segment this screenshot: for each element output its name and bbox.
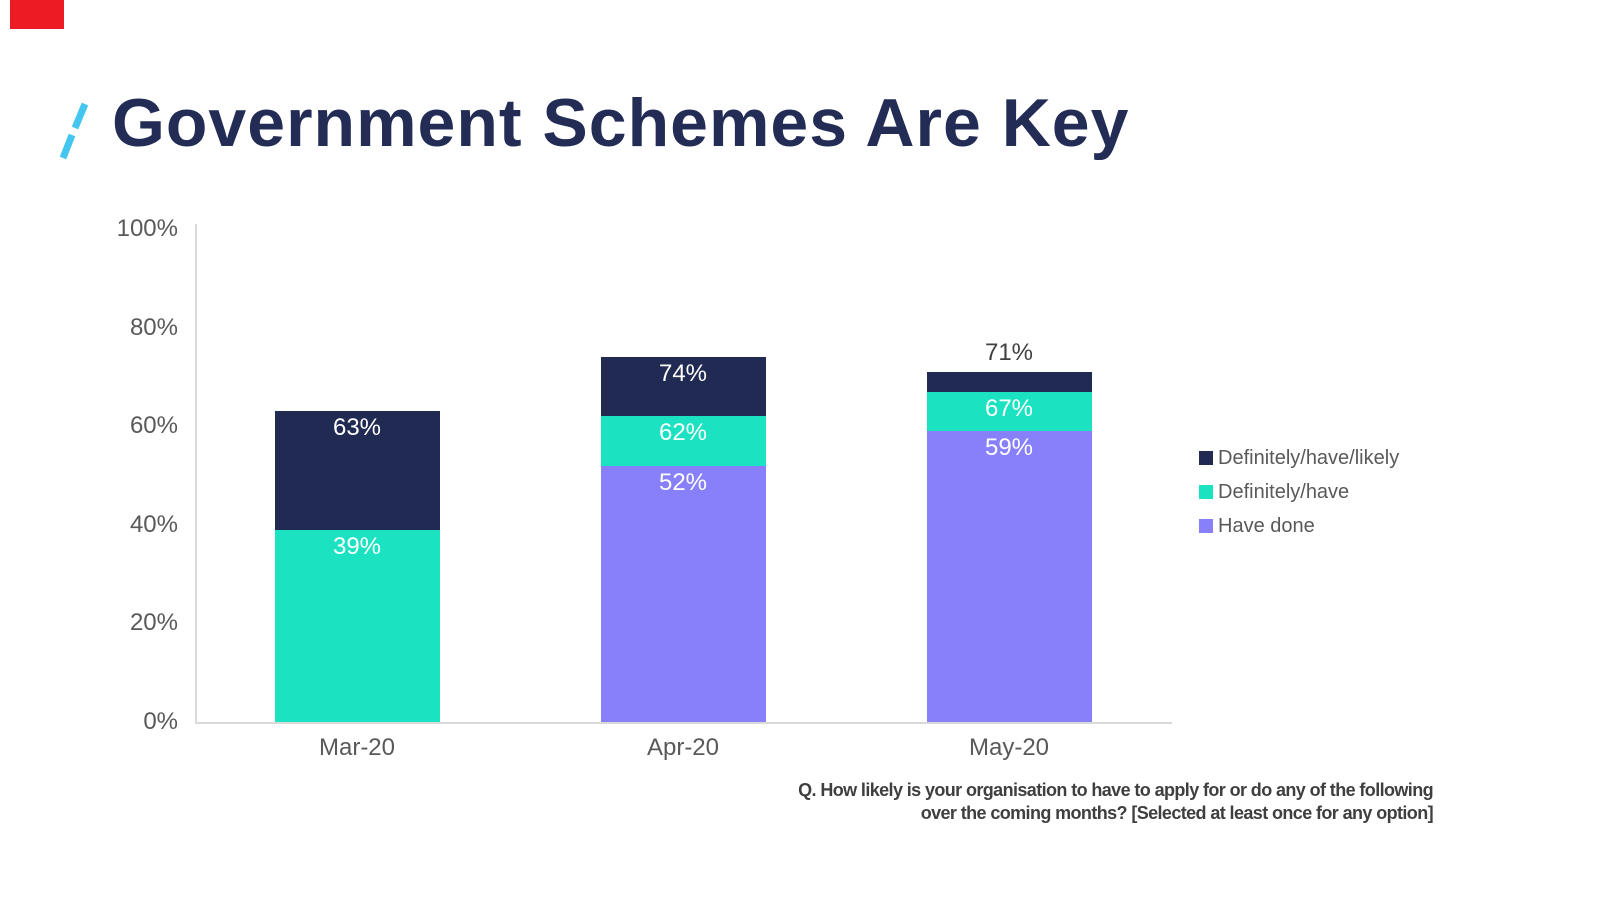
bar-value-label: 63% bbox=[332, 414, 382, 442]
y-tick-label: 0% bbox=[143, 708, 178, 735]
bar-segment bbox=[600, 357, 766, 417]
y-tick-label: 60% bbox=[129, 412, 178, 440]
y-axis-line bbox=[195, 224, 197, 724]
legend-swatch-icon bbox=[1199, 519, 1213, 533]
bar-segment bbox=[926, 431, 1092, 722]
bar-value-label: 62% bbox=[658, 419, 708, 447]
footnote-line-1: Q. How likely is your organisation to ha… bbox=[798, 780, 1433, 800]
bar-segment bbox=[926, 371, 1092, 392]
x-category-label: May-20 bbox=[968, 734, 1050, 761]
bar-value-label: 71% bbox=[984, 338, 1034, 366]
bar-value-label: 39% bbox=[332, 532, 382, 560]
legend-label: Have done bbox=[1218, 515, 1315, 537]
x-category-label: Mar-20 bbox=[318, 734, 396, 761]
y-tick-label: 100% bbox=[116, 215, 178, 242]
legend-swatch-icon bbox=[1199, 485, 1213, 499]
bar-value-label: 52% bbox=[658, 468, 708, 496]
page-title: Government Schemes Are Key bbox=[112, 85, 1130, 161]
bar-value-label: 67% bbox=[984, 394, 1034, 422]
legend-label: Definitely/have/likely bbox=[1218, 447, 1400, 469]
bar-segment bbox=[600, 465, 766, 722]
bar-value-label: 59% bbox=[984, 434, 1034, 462]
legend-item: Definitely/have bbox=[1199, 475, 1399, 509]
bar-segment bbox=[926, 391, 1092, 432]
question-footnote: Q. How likely is your organisation to ha… bbox=[400, 779, 1433, 825]
bar-segment bbox=[600, 416, 766, 466]
logo-red-block bbox=[10, 0, 64, 29]
slash-icon bbox=[59, 102, 89, 160]
y-tick-label: 40% bbox=[129, 510, 178, 538]
x-axis-line bbox=[195, 722, 1172, 724]
chart-legend: Definitely/have/likely Definitely/have Hav… bbox=[1199, 441, 1399, 543]
legend-swatch-icon bbox=[1199, 451, 1213, 465]
bar-segment bbox=[274, 411, 440, 530]
legend-item: Have done bbox=[1199, 509, 1399, 543]
legend-label: Definitely/have bbox=[1218, 481, 1350, 503]
footnote-line-2: over the coming months? [Selected at lea… bbox=[920, 803, 1434, 823]
x-category-label: Apr-20 bbox=[646, 734, 720, 761]
y-tick-label: 20% bbox=[129, 609, 178, 637]
bar-value-label: 74% bbox=[658, 360, 708, 388]
bar-segment bbox=[274, 529, 440, 722]
legend-item: Definitely/have/likely bbox=[1199, 441, 1399, 475]
y-tick-label: 80% bbox=[129, 313, 178, 341]
